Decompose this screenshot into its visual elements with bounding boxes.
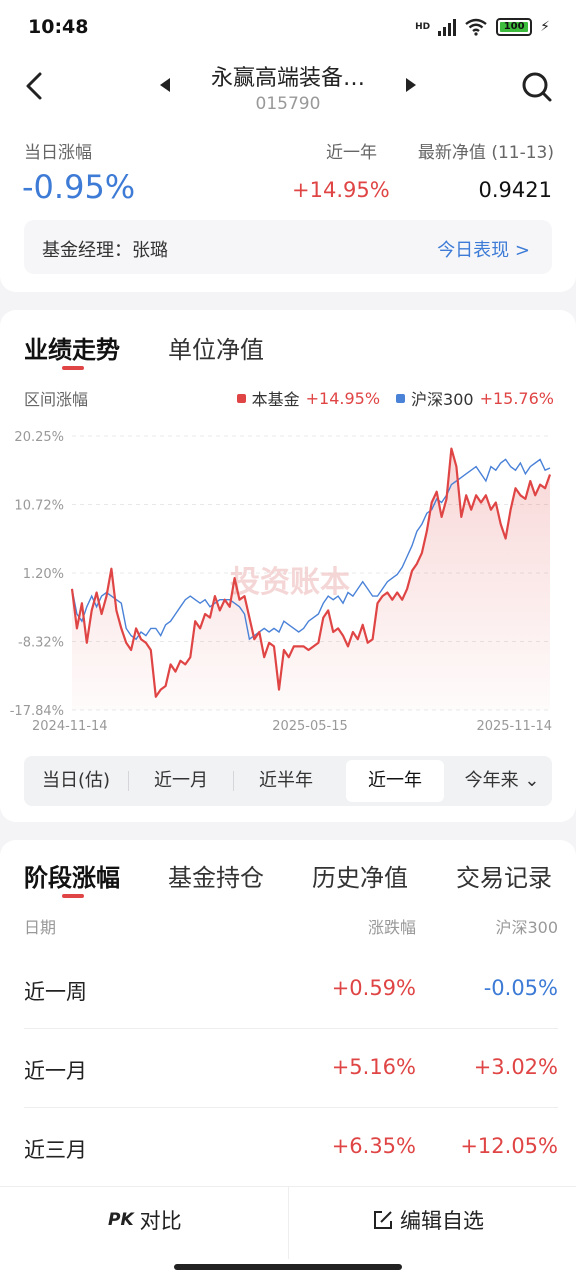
- legend-fund: 本基金 +14.95%: [236, 386, 381, 410]
- row-change: +5.16%: [331, 1055, 416, 1079]
- x-tick-label: 2025-05-15: [272, 719, 348, 734]
- index-line: [71, 458, 551, 641]
- table-row: 近三月 +6.35% +12.05%: [24, 1108, 558, 1187]
- fund-line: [70, 447, 552, 698]
- tab-indicator: [62, 894, 84, 898]
- battery-icon: 100: [496, 18, 533, 36]
- fund-code: 015790: [255, 94, 321, 114]
- fund-title: 永赢高端装备…: [210, 66, 365, 91]
- tab-history-nav[interactable]: 历史净值: [312, 864, 408, 892]
- status-time: 10:48: [28, 16, 89, 38]
- period-divider: [128, 771, 129, 791]
- tab-holdings[interactable]: 基金持仓: [168, 864, 264, 892]
- day-change-label: 当日涨幅: [24, 143, 92, 163]
- row-period: 近一周: [24, 980, 87, 1004]
- y-tick-label: 20.25%: [14, 430, 64, 445]
- signal-icon: [438, 18, 457, 36]
- header-date: 日期: [24, 918, 57, 937]
- performance-card: 业绩走势 单位净值 区间涨幅 本基金 +14.95% 沪深300 +15.76%…: [0, 310, 576, 822]
- x-tick-label: 2025-11-14: [476, 719, 552, 734]
- legend-fund-swatch: [236, 393, 246, 403]
- row-change: +6.35%: [331, 1134, 416, 1158]
- nav-label: 最新净值 (11-13): [417, 143, 554, 163]
- period-6m[interactable]: 近半年: [259, 770, 313, 791]
- period-1m[interactable]: 近一月: [154, 770, 208, 791]
- battery-level: 100: [500, 22, 529, 32]
- legend-fund-value: +14.95%: [305, 388, 381, 408]
- year-change-label: 近一年: [326, 143, 377, 163]
- legend-index-name: 沪深300: [411, 390, 474, 409]
- next-fund-icon[interactable]: [406, 78, 416, 92]
- x-tick-label: 2024-11-14: [32, 719, 108, 734]
- chart-legend: 本基金 +14.95% 沪深300 +15.76%: [221, 386, 554, 410]
- y-tick-label: 10.72%: [14, 499, 64, 514]
- row-period: 近三月: [24, 1138, 87, 1162]
- legend-index: 沪深300 +15.76%: [396, 386, 554, 410]
- manager-bar[interactable]: 基金经理：张璐 今日表现 >: [24, 220, 552, 274]
- tab-indicator: [62, 366, 84, 370]
- table-row: 近一周 +0.59% -0.05%: [24, 950, 558, 1029]
- nav-bar: 永赢高端装备… 015790: [0, 56, 576, 126]
- header-change: 涨跌幅: [367, 918, 416, 937]
- edit-watchlist-button[interactable]: 编辑自选: [372, 1205, 484, 1235]
- hd-label: HD: [415, 22, 431, 32]
- legend-index-swatch: [396, 393, 406, 403]
- prev-fund-icon[interactable]: [160, 78, 170, 92]
- row-index: +3.02%: [473, 1055, 558, 1079]
- bottom-divider: [288, 1187, 289, 1259]
- y-tick-label: -8.32%: [18, 636, 64, 651]
- header-index: 沪深300: [495, 918, 558, 937]
- row-index: +12.05%: [460, 1134, 558, 1158]
- table-row: 近一月 +5.16% +3.02%: [24, 1029, 558, 1108]
- period-ytd[interactable]: 今年来 ⌄: [464, 770, 540, 791]
- y-tick-label: -17.84%: [10, 704, 64, 719]
- compare-button[interactable]: PK 对比: [108, 1205, 182, 1235]
- nav-value: 0.9421: [478, 178, 552, 202]
- row-period: 近一月: [24, 1059, 87, 1083]
- range-label: 区间涨幅: [24, 390, 89, 409]
- status-bar: 10:48 HD 100 ⚡: [0, 0, 576, 56]
- period-selector: 当日(估) 近一月 近半年 近一年 今年来 ⌄: [24, 756, 552, 806]
- today-performance-link[interactable]: 今日表现 >: [437, 240, 530, 261]
- y-tick-label: 1.20%: [23, 567, 64, 582]
- tab-stage-returns[interactable]: 阶段涨幅: [24, 864, 120, 892]
- year-change-value: +14.95%: [292, 178, 390, 202]
- tab-unit-nav[interactable]: 单位净值: [168, 336, 264, 364]
- search-icon[interactable]: [520, 70, 554, 104]
- performance-chart[interactable]: 20.25% 10.72% 1.20% -8.32% -17.84%2024-11-14…: [0, 420, 576, 750]
- legend-index-value: +15.76%: [479, 388, 554, 408]
- row-index: -0.05%: [483, 976, 558, 1000]
- compare-label: 对比: [139, 1209, 182, 1233]
- pk-icon: PK: [108, 1210, 134, 1230]
- period-today[interactable]: 当日(估): [41, 770, 111, 791]
- period-divider: [233, 771, 234, 791]
- status-icons: HD 100 ⚡: [415, 18, 550, 36]
- day-change-value: -0.95%: [22, 168, 136, 206]
- watermark: 投资账本: [230, 565, 350, 600]
- home-indicator: [174, 1264, 402, 1270]
- fund-summary: 当日涨幅 -0.95% 近一年 +14.95% 最新净值 (11-13) 0.9…: [0, 126, 576, 292]
- tab-performance[interactable]: 业绩走势: [24, 336, 120, 364]
- edit-label: 编辑自选: [400, 1209, 484, 1233]
- period-1y[interactable]: 近一年: [346, 760, 444, 802]
- manager-label: 基金经理：张璐: [42, 240, 168, 261]
- wifi-icon: [465, 18, 487, 36]
- tab-transactions[interactable]: 交易记录: [456, 864, 552, 892]
- edit-icon: [374, 1211, 392, 1229]
- legend-fund-name: 本基金: [251, 390, 300, 409]
- charging-icon: ⚡: [540, 19, 550, 35]
- back-arrow-icon[interactable]: [20, 70, 52, 102]
- row-change: +0.59%: [331, 976, 416, 1000]
